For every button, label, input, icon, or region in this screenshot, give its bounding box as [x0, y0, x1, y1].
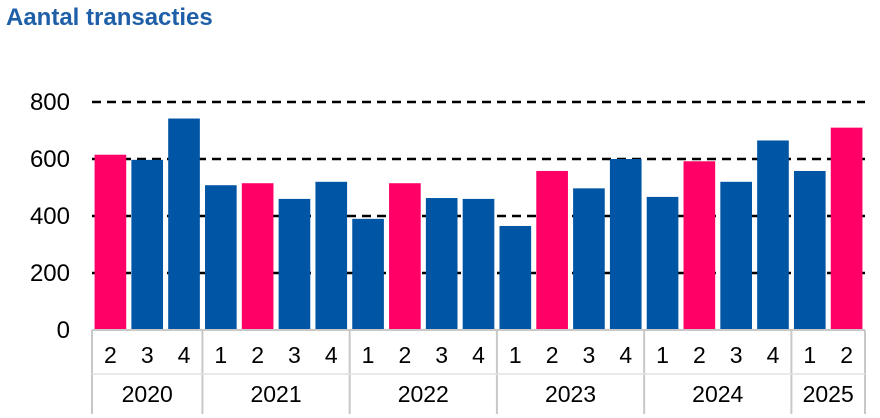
x-quarter-label: 4: [619, 342, 632, 368]
x-year-label: 2023: [545, 381, 596, 407]
x-quarter-label: 3: [730, 342, 743, 368]
bar: [830, 127, 863, 331]
x-year-label: 2021: [250, 381, 301, 407]
x-quarter-label: 1: [803, 342, 816, 368]
y-tick-label: 800: [30, 89, 70, 116]
x-year-label: 2022: [398, 381, 449, 407]
bar: [241, 183, 274, 330]
x-quarter-label: 4: [472, 342, 485, 368]
y-tick-label: 600: [30, 146, 70, 173]
x-quarter-label: 2: [251, 342, 264, 368]
bar: [425, 198, 458, 330]
bar: [499, 225, 532, 330]
x-quarter-label: 2: [840, 342, 853, 368]
bar: [131, 159, 164, 330]
bar: [720, 181, 752, 330]
x-year-label: 2025: [803, 381, 854, 407]
x-quarter-label: 1: [214, 342, 227, 368]
x-quarter-label: 1: [362, 342, 375, 368]
y-tick-label: 400: [30, 203, 70, 230]
x-quarter-label: 3: [288, 342, 301, 368]
bar: [573, 188, 605, 330]
axes: [91, 329, 866, 414]
bar: [462, 198, 495, 330]
x-quarter-label: 4: [178, 342, 191, 368]
bar: [389, 183, 421, 330]
x-quarter-label: 2: [693, 342, 706, 368]
bar: [352, 218, 384, 330]
x-quarter-label: 1: [509, 342, 522, 368]
bar: [683, 161, 716, 330]
bar: [757, 140, 789, 330]
x-quarter-label: 3: [141, 342, 154, 368]
chart-title: Aantal transacties: [6, 4, 213, 31]
x-quarter-label: 4: [325, 342, 338, 368]
y-tick-label: 0: [57, 317, 70, 344]
x-quarter-label: 3: [583, 342, 596, 368]
x-quarter-label: 2: [398, 342, 411, 368]
bars: [94, 118, 863, 331]
x-year-label: 2020: [122, 381, 173, 407]
bar: [278, 198, 311, 330]
bar: [536, 170, 568, 330]
x-quarter-label: 4: [767, 342, 780, 368]
bar: [205, 185, 237, 330]
bar: [168, 118, 200, 330]
x-year-label: 2024: [692, 381, 743, 407]
x-quarter-label: 1: [656, 342, 669, 368]
bar: [609, 159, 642, 330]
bar: [315, 181, 348, 330]
bar: [793, 170, 826, 330]
x-quarter-label: 3: [435, 342, 448, 368]
bar: [94, 154, 127, 330]
x-quarter-label: 2: [104, 342, 117, 368]
x-quarter-label: 2: [546, 342, 559, 368]
y-tick-label: 200: [30, 260, 70, 287]
bar: [646, 196, 679, 330]
